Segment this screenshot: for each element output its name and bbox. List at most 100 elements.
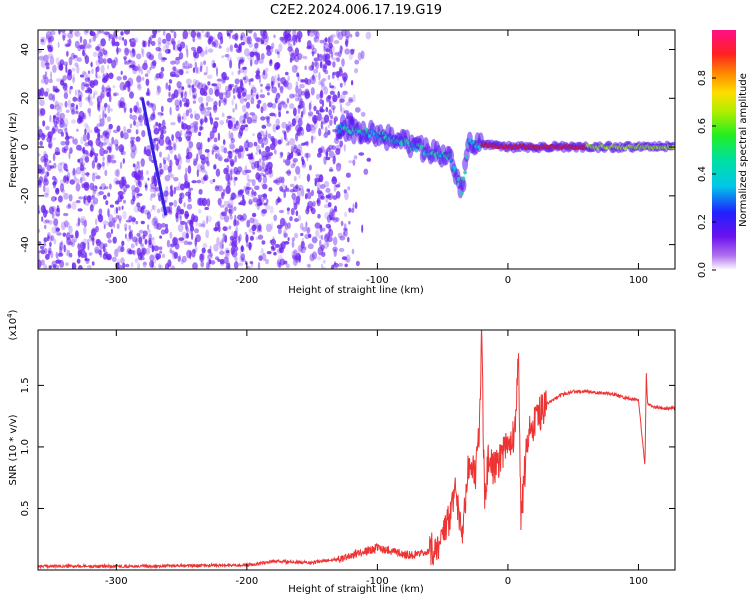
spectrogram-dot: [101, 84, 105, 93]
spectrogram-dot: [257, 133, 261, 142]
spectrogram-dot: [97, 131, 101, 138]
spectrogram-dot: [229, 144, 236, 150]
spectrogram-dot: [175, 207, 182, 215]
spectrogram-dot: [291, 118, 296, 127]
spectrogram-dot: [66, 176, 69, 182]
spectrogram-dot: [71, 67, 76, 72]
spectrogram-dot: [248, 199, 253, 206]
spectrogram-dot: [87, 70, 91, 74]
spectrogram-dot: [165, 223, 169, 229]
spectrogram-dot: [76, 258, 81, 264]
spectrogram-dot: [56, 207, 60, 213]
spectrogram-dot: [214, 90, 219, 95]
spectrogram-dot: [47, 234, 50, 240]
spectrogram-dot: [233, 243, 237, 248]
spectrogram-dot: [344, 40, 348, 46]
spectrogram-dot: [301, 160, 307, 169]
spectrogram-dot: [194, 245, 198, 253]
spectrogram-dot: [287, 46, 293, 52]
spectrogram-dot: [283, 260, 288, 265]
spectrogram-dot: [194, 113, 201, 121]
spectrogram-dot: [185, 91, 188, 95]
spectrogram-dot: [300, 110, 304, 118]
spectrogram-dot: [295, 149, 301, 154]
spectrogram-dot: [60, 240, 64, 246]
spectrogram-dot: [94, 155, 98, 163]
spectrogram-dot: [287, 41, 290, 45]
spectrogram-dot: [238, 262, 244, 267]
spectrogram-dot: [231, 241, 235, 248]
colorbar: 0.00.20.40.60.8 Normalized spectral ampl…: [697, 30, 749, 278]
spectrogram-dot: [323, 86, 329, 95]
spectrogram-dot: [152, 216, 158, 224]
ridge-core: [367, 134, 372, 139]
spectrogram-dot: [159, 162, 162, 169]
spectrogram-dot: [58, 30, 61, 35]
spectrogram-dot: [199, 118, 205, 124]
spectrogram-dot: [136, 75, 142, 83]
spectrogram-dot: [74, 30, 81, 38]
spectrogram-dot: [120, 70, 123, 75]
spectrogram-dot: [165, 185, 169, 195]
spectrogram-dot: [292, 146, 299, 153]
spectrogram-dot: [122, 210, 127, 220]
spectrogram-dot: [299, 126, 303, 131]
spectrogram-dot: [250, 260, 254, 268]
spectrogram-dot: [333, 261, 337, 266]
spectrogram-dot: [192, 36, 196, 43]
spectrogram-dot: [199, 31, 202, 40]
spectrogram-dot: [112, 236, 117, 244]
spectrogram-dot: [149, 34, 154, 40]
spectrogram-dot: [57, 195, 63, 203]
spectrogram-dot: [86, 171, 90, 178]
spectrogram-xtick-label: 0: [505, 275, 511, 286]
spectrogram-dot: [335, 30, 340, 38]
spectrogram-dot: [213, 121, 219, 129]
spectrogram-dot: [223, 99, 227, 106]
spectrogram-dot: [126, 248, 132, 255]
spectrogram-dot: [66, 133, 69, 140]
spectrogram-dot: [158, 263, 161, 269]
spectrogram-dot: [40, 59, 46, 68]
spectrogram-dot: [146, 211, 151, 220]
spectrogram-dot: [318, 72, 321, 81]
spectrogram-dot: [233, 95, 236, 100]
spectrogram-dot: [70, 52, 76, 60]
spectrogram-dot: [43, 54, 49, 62]
spectrogram-dot: [279, 86, 284, 94]
spectrogram-dot: [260, 247, 264, 257]
spectrogram-dot: [97, 55, 100, 59]
spectrogram-dot: [224, 234, 228, 243]
spectrogram-dot: [181, 255, 187, 263]
spectrogram-dot: [345, 101, 351, 107]
spectrogram-dot: [96, 162, 102, 170]
spectrogram-dot: [136, 232, 141, 237]
spectrogram-dot: [86, 152, 91, 157]
spectrogram-dot: [238, 235, 241, 244]
spectrogram-dot: [71, 119, 76, 124]
spectrogram-dot: [78, 114, 81, 121]
spectrogram-dot: [239, 251, 242, 258]
spectrogram-dot: [177, 164, 182, 170]
spectrogram-dot: [300, 246, 306, 254]
spectrogram-dot: [322, 77, 326, 84]
spectrogram-dot: [194, 61, 197, 69]
spectrogram-dot: [295, 85, 299, 94]
spectrogram-dot: [180, 41, 186, 49]
spectrogram-dot: [344, 229, 348, 237]
spectrogram-dot: [327, 129, 331, 136]
spectrogram-dot: [251, 179, 256, 187]
spectrogram-dot: [162, 156, 169, 161]
spectrogram-dot: [246, 174, 250, 182]
spectrogram-dot: [318, 80, 322, 86]
spectrogram-dot: [175, 214, 179, 223]
spectrogram-dot: [284, 241, 290, 245]
spectrogram-dot: [206, 74, 213, 80]
spectrogram-dot: [124, 227, 127, 232]
spectrogram-dot: [205, 102, 209, 107]
spectrogram-dot: [200, 103, 204, 108]
spectrogram-dot: [335, 162, 342, 168]
spectrogram-dot: [251, 212, 257, 218]
spectrogram-dot: [104, 102, 108, 108]
spectrogram-dot: [170, 30, 175, 33]
